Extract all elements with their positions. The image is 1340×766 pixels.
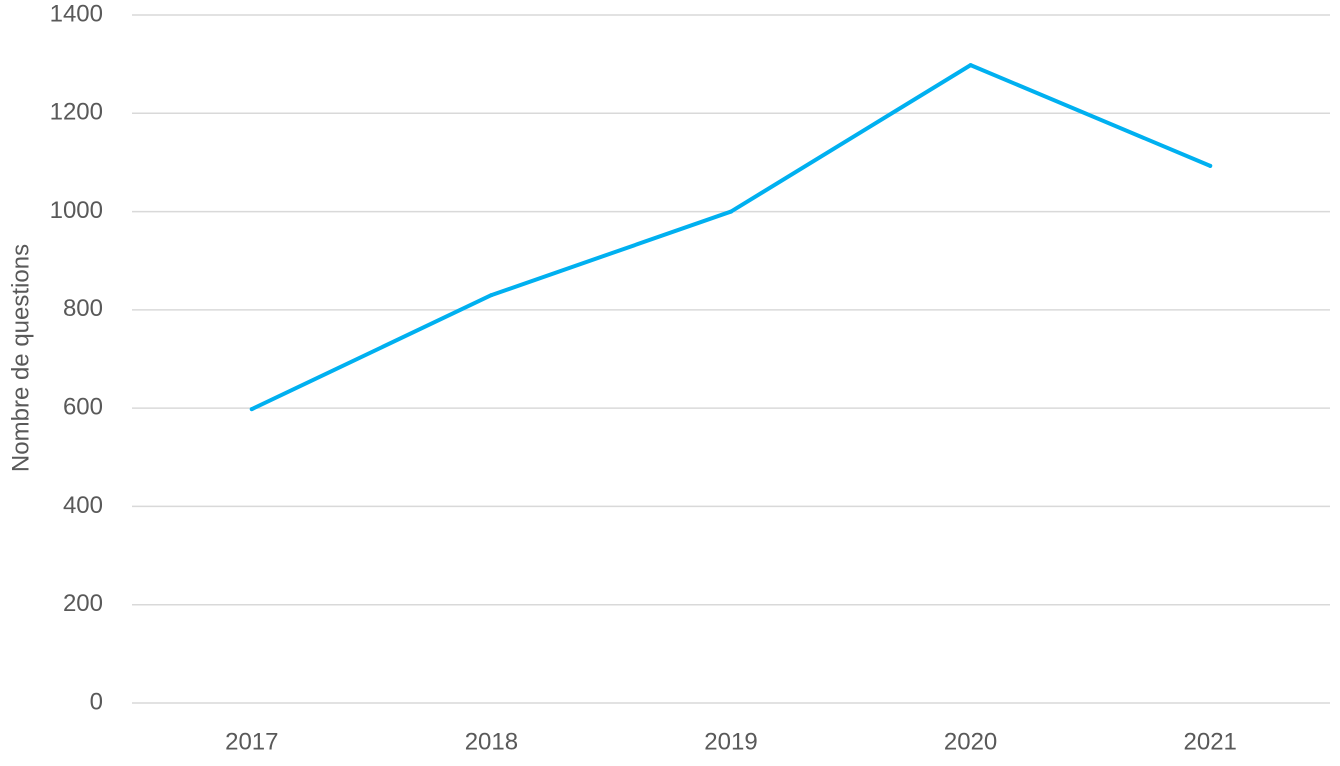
x-tick-label: 2021 <box>1184 728 1237 755</box>
x-tick-label: 2019 <box>704 728 757 755</box>
x-tick-label: 2017 <box>225 728 278 755</box>
y-tick-label: 1000 <box>50 197 103 224</box>
y-tick-label: 600 <box>63 393 103 420</box>
y-tick-label: 0 <box>90 688 103 715</box>
series-layer <box>249 63 1213 412</box>
y-tick-label: 1400 <box>50 0 103 27</box>
x-tick-label: 2020 <box>944 728 997 755</box>
data-point <box>1208 163 1213 168</box>
y-axis-tick-labels: 0 200 400 600 800 1000 1200 1400 <box>50 0 103 715</box>
series-line <box>249 63 1213 412</box>
x-tick-label: 2018 <box>465 728 518 755</box>
data-point <box>489 293 494 298</box>
y-tick-label: 400 <box>63 492 103 519</box>
y-tick-label: 200 <box>63 590 103 617</box>
gridlines <box>132 14 1330 704</box>
data-point <box>968 63 973 68</box>
data-point <box>729 209 733 214</box>
data-point <box>249 407 254 412</box>
y-tick-label: 1200 <box>50 99 103 126</box>
x-axis-tick-labels: 2017 2018 2019 2020 2021 <box>225 728 1237 755</box>
y-tick-label: 800 <box>63 295 103 322</box>
y-axis-title: Nombre de questions <box>7 244 34 472</box>
